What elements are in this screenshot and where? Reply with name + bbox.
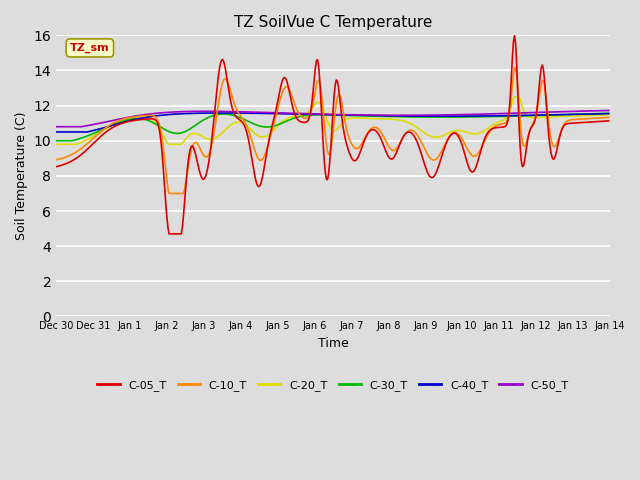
Text: TZ_sm: TZ_sm [70,43,109,53]
Title: TZ SoilVue C Temperature: TZ SoilVue C Temperature [234,15,432,30]
Y-axis label: Soil Temperature (C): Soil Temperature (C) [15,112,28,240]
X-axis label: Time: Time [317,337,348,350]
Legend: C-05_T, C-10_T, C-20_T, C-30_T, C-40_T, C-50_T: C-05_T, C-10_T, C-20_T, C-30_T, C-40_T, … [93,375,573,395]
